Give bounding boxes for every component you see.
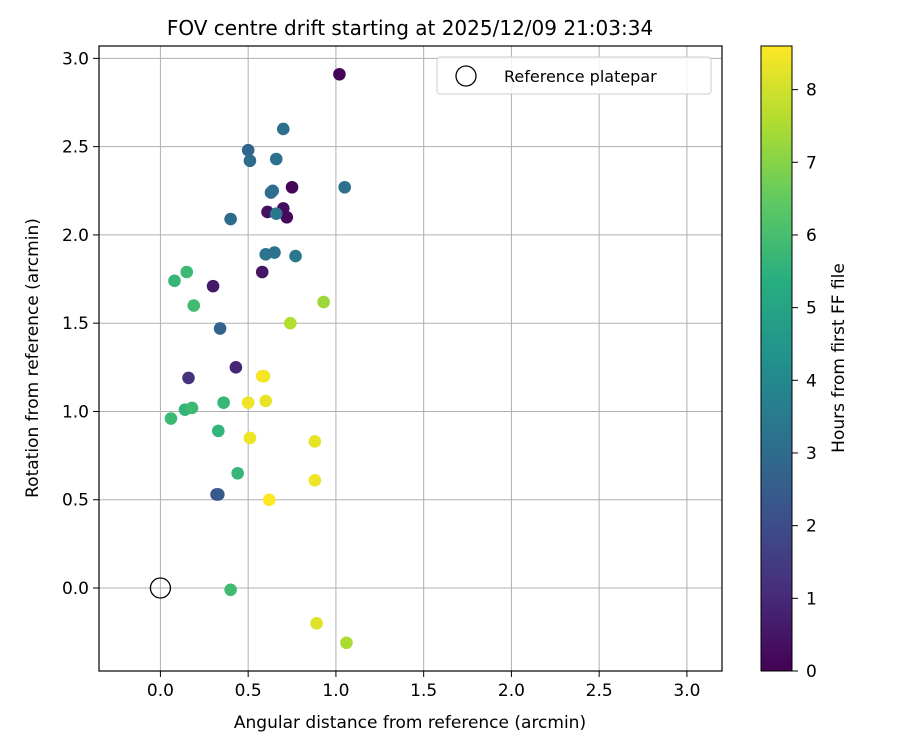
data-point <box>259 394 273 408</box>
data-point <box>168 274 181 288</box>
data-point <box>243 154 257 168</box>
chart-title: FOV centre drift starting at 2025/12/09 … <box>167 16 653 40</box>
y-tick-label: 1.0 <box>62 402 89 422</box>
colorbar: 0 1 2 3 4 5 6 7 8 Hours from first FF file <box>760 45 849 682</box>
data-point <box>266 184 280 198</box>
data-point <box>241 396 255 409</box>
colorbar-label: Hours from first FF file <box>829 263 849 453</box>
y-tick-label: 3.0 <box>62 49 89 69</box>
colorbar-tick-label: 0 <box>806 662 817 682</box>
data-point <box>185 401 199 415</box>
data-point <box>212 424 225 438</box>
data-point <box>268 246 281 259</box>
data-point <box>262 493 276 507</box>
data-point <box>206 279 220 293</box>
colorbar-tick-label: 6 <box>806 226 817 246</box>
data-point <box>241 143 255 157</box>
data-point <box>224 212 237 226</box>
x-axis-label: Angular distance from reference (arcmin) <box>234 713 586 733</box>
data-point <box>255 369 269 383</box>
data-point <box>310 617 323 630</box>
x-tick-label: 2.5 <box>586 681 613 701</box>
colorbar-tick-label: 8 <box>806 81 817 101</box>
data-point <box>255 265 269 279</box>
data-point <box>283 316 297 330</box>
data-point <box>338 180 351 194</box>
data-point <box>231 466 244 480</box>
data-point <box>217 396 230 409</box>
plot-frame <box>98 45 723 672</box>
data-point <box>317 295 330 309</box>
x-tick-label: 0.5 <box>235 681 262 701</box>
x-tick-label: 2.0 <box>498 681 525 701</box>
data-point <box>187 299 201 312</box>
data-point <box>164 412 178 425</box>
data-point <box>289 249 302 263</box>
data-point <box>269 152 283 166</box>
data-point <box>276 122 290 136</box>
data-point <box>308 435 322 448</box>
data-point <box>333 67 346 81</box>
grid-lines <box>99 46 722 671</box>
colorbar-tick-label: 2 <box>806 517 817 537</box>
data-point <box>308 474 322 487</box>
data-point <box>269 207 283 221</box>
data-point <box>213 322 227 335</box>
colorbar-tick-label: 1 <box>806 589 817 609</box>
colorbar-gradient <box>760 45 793 672</box>
reference-platepar-marker <box>149 577 172 599</box>
y-tick-label: 2.5 <box>62 138 89 158</box>
legend-label: Reference platepar <box>504 67 657 86</box>
y-axis-label: Rotation from reference (arcmin) <box>23 218 43 498</box>
reference-point <box>149 577 172 599</box>
x-axis-ticks: 0.0 0.5 1.0 1.5 2.0 2.5 3.0 <box>147 671 700 701</box>
x-tick-label: 1.0 <box>322 681 349 701</box>
legend-marker <box>455 65 477 87</box>
data-point <box>340 636 353 650</box>
colorbar-tick-label: 4 <box>806 371 817 391</box>
y-tick-label: 0.5 <box>62 491 89 511</box>
data-point <box>285 180 299 194</box>
colorbar-ticks: 0 1 2 3 4 5 6 7 8 <box>792 81 817 682</box>
data-point <box>243 431 257 445</box>
colorbar-tick-label: 7 <box>806 153 817 173</box>
data-point <box>182 371 195 385</box>
data-point <box>180 265 194 279</box>
colorbar-tick-label: 5 <box>806 299 817 319</box>
x-tick-label: 1.5 <box>410 681 437 701</box>
legend: Reference platepar <box>436 56 712 95</box>
data-point <box>224 583 237 597</box>
data-point <box>212 488 225 501</box>
y-tick-label: 0.0 <box>62 579 89 599</box>
x-tick-label: 0.0 <box>147 681 174 701</box>
colorbar-tick-label: 3 <box>806 444 817 464</box>
x-tick-label: 3.0 <box>673 681 700 701</box>
y-tick-label: 1.5 <box>62 314 89 334</box>
data-point <box>229 361 243 374</box>
data-points <box>164 67 353 650</box>
data-point <box>280 210 294 224</box>
legend-box <box>436 56 712 95</box>
y-axis-ticks: 0.0 0.5 1.0 1.5 2.0 2.5 3.0 <box>62 49 99 599</box>
y-tick-label: 2.0 <box>62 226 89 246</box>
